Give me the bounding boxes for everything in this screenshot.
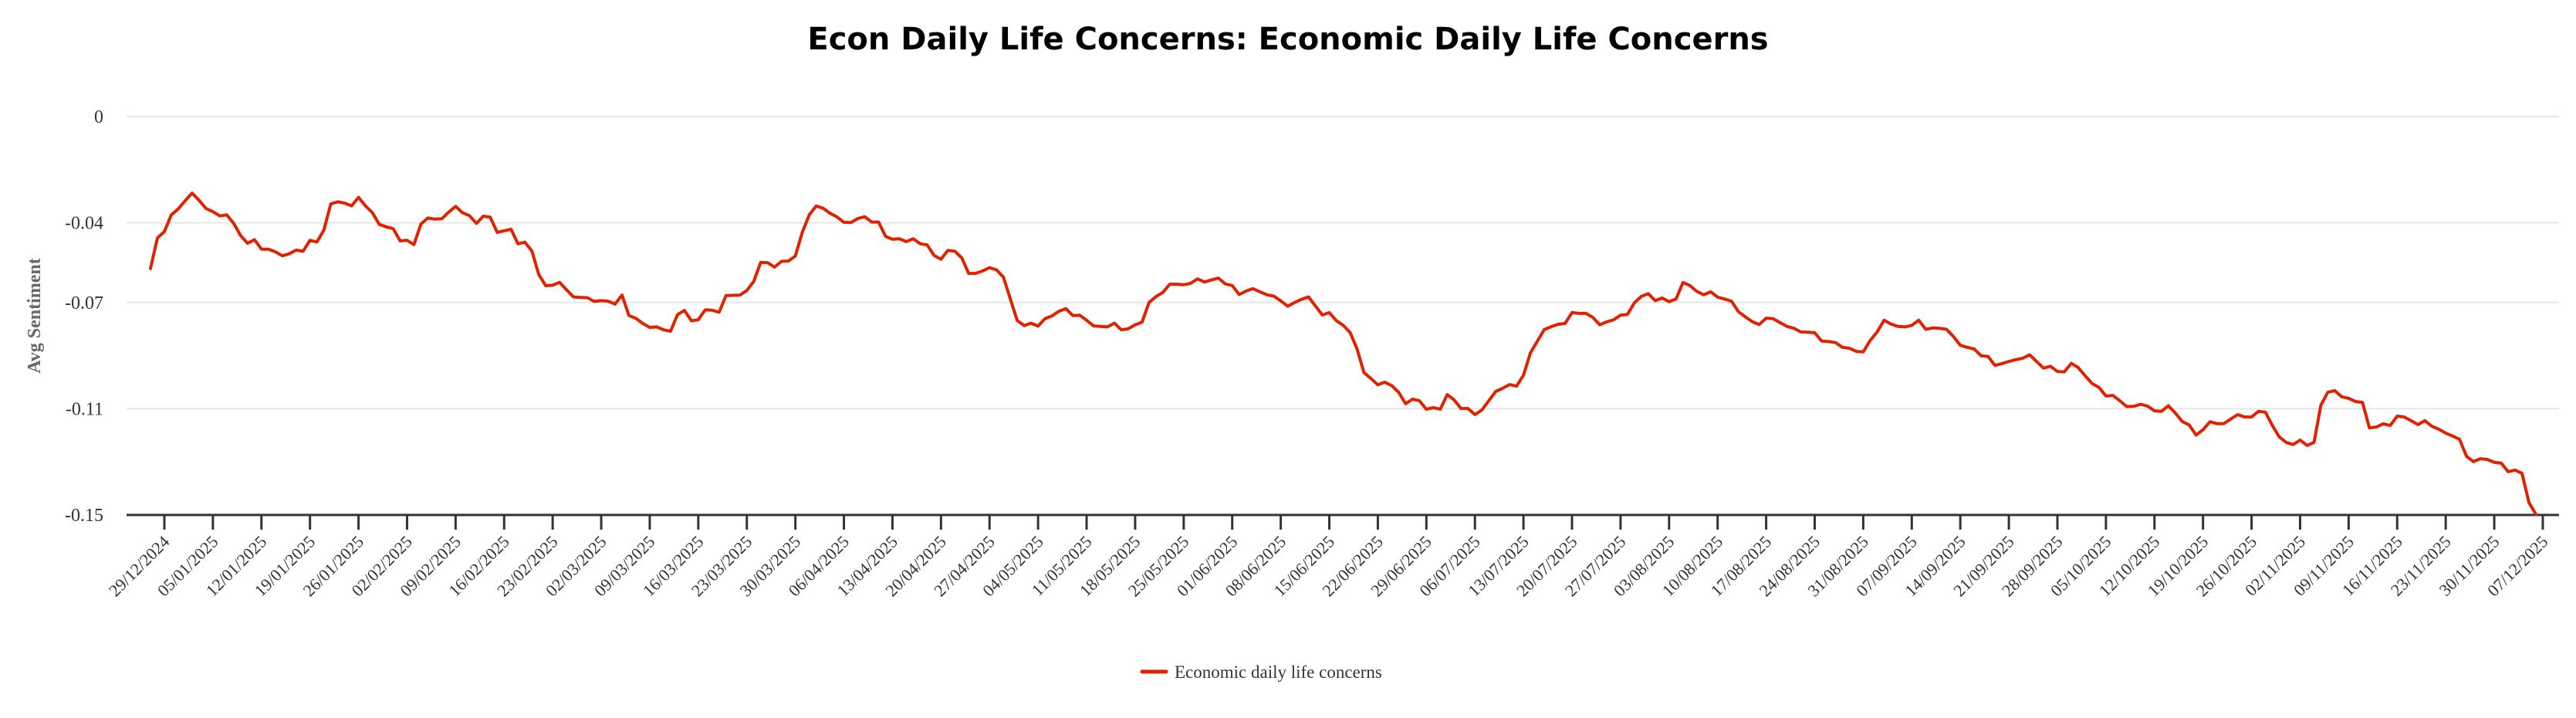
y-axis-label: Avg Sentiment (25, 258, 45, 374)
series-layer (149, 191, 2537, 516)
x-axis-ticks: 29/12/202405/01/202512/01/202519/01/2025… (105, 515, 2552, 600)
gridlines (127, 116, 2559, 410)
legend[interactable]: Economic daily life concerns (1140, 662, 1382, 682)
y-tick-label: -0.04 (65, 214, 103, 234)
y-tick-label: 0 (94, 107, 103, 127)
y-tick-label: -0.07 (65, 293, 103, 313)
legend-label[interactable]: Economic daily life concerns (1175, 662, 1382, 682)
y-tick-label: -0.11 (66, 399, 103, 419)
y-axis-ticks: 0 -0.04 -0.07 -0.11 -0.15 (65, 107, 103, 526)
series-line-economic-daily-life-concerns[interactable] (149, 191, 2537, 516)
y-tick-label: -0.15 (65, 506, 103, 526)
chart-title: Econ Daily Life Concerns: Economic Daily… (807, 22, 1768, 57)
